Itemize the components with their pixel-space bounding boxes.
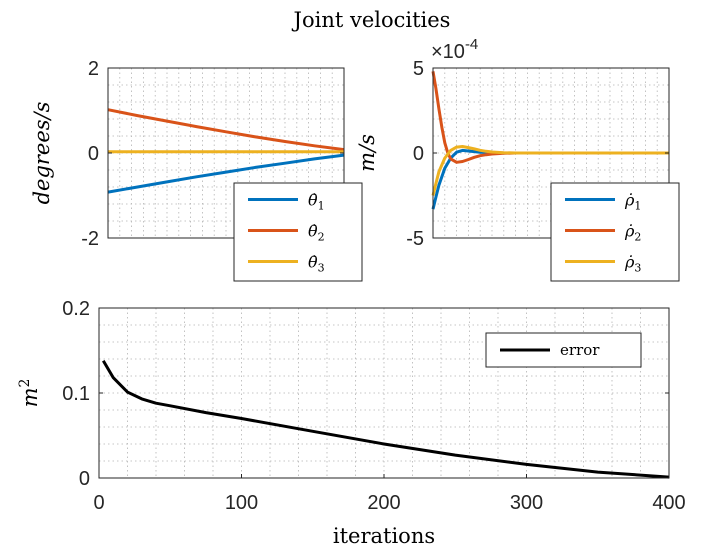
y-axis-label: m/s [355,134,379,172]
legend-label-3: θ̇3 [308,253,325,275]
legend-label-2: θ̇2 [308,222,325,244]
x-tick-label: 200 [367,492,400,514]
subplot-joint-linear-velocities: 5 0 -5 m/s ×10-4 ρ̇1 ρ̇2 ρ̇3 [355,36,680,282]
y-tick-label: 0 [413,143,424,165]
legend: error [485,332,642,368]
legend-label-1: θ̇1 [308,191,325,213]
y-tick-label: 0 [88,143,99,165]
y-tick-label: 2 [88,58,99,80]
y-exponent-label: ×10-4 [431,36,478,63]
subplot-error: 0.2 0.1 00 100 200 300 400 m2 iterations error [17,298,686,548]
y-tick-label: 0 [79,468,90,490]
x-tick-label: 400 [652,492,685,514]
legend: ρ̇1 ρ̇2 ρ̇3 [550,182,680,282]
y-tick-label: 5 [413,58,424,80]
x-tick-label: 0 [93,492,104,514]
x-tick-label: 100 [225,492,258,514]
y-tick-label: 0.1 [62,383,90,405]
grid [108,68,344,238]
legend: θ̇1 θ̇2 θ̇3 [233,182,363,282]
x-axis-label: iterations [333,524,435,548]
legend-label-2: ρ̇2 [624,222,641,244]
y-tick-label: -2 [81,228,99,250]
legend-label-1: error [560,341,600,359]
series-line-1 [107,153,345,194]
subplot-joint-angular-velocities: 2 0 -2 degrees/s θ̇1 θ̇2 θ̇3 [30,58,363,282]
x-tick-label: 300 [510,492,543,514]
y-axis-label: degrees/s [30,101,54,204]
y-tick-label: 0.2 [62,298,90,320]
y-tick-label: -5 [406,228,424,250]
legend-label-1: ρ̇1 [624,191,641,213]
y-axis-label: m2 [17,379,42,408]
series-line-3 [431,145,669,196]
figure-title: Joint velocities [292,8,451,32]
legend-label-3: ρ̇3 [624,253,641,275]
series-line-1 [102,359,670,479]
series-line-2 [107,108,345,152]
